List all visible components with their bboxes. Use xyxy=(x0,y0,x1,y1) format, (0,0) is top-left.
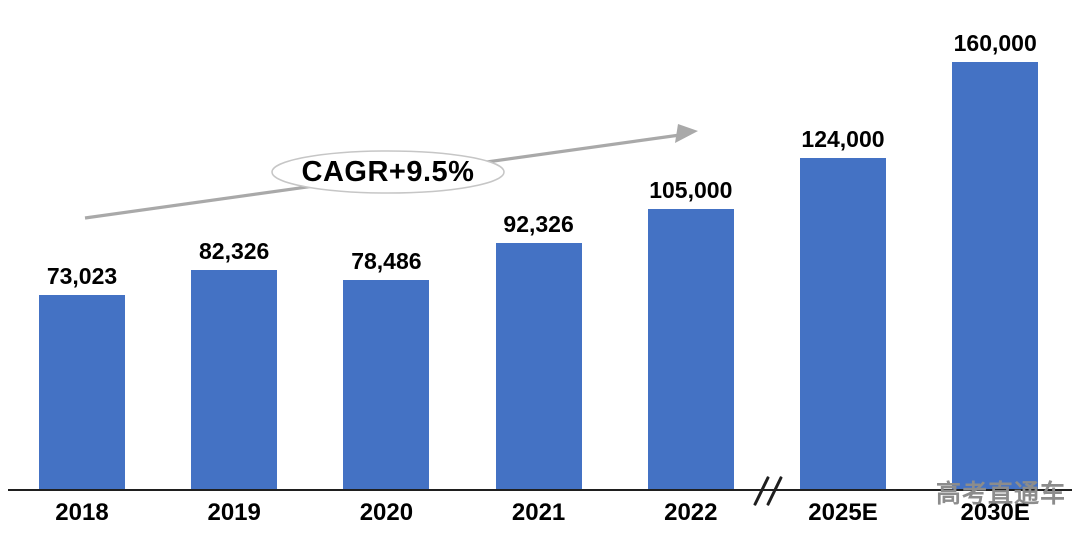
bar-2030E xyxy=(952,62,1039,490)
bar-value-label: 124,000 xyxy=(801,126,885,152)
bar-2025E xyxy=(800,158,886,490)
bar-2018 xyxy=(39,295,125,490)
bar-2019 xyxy=(191,270,278,490)
x-tick-label: 2021 xyxy=(511,499,566,526)
x-tick-label: 2022 xyxy=(664,499,718,526)
x-tick-label: 2030E xyxy=(960,499,1030,526)
bar-value-label: 73,023 xyxy=(46,263,118,289)
bar-2022 xyxy=(647,209,734,490)
bar-value-label: 82,326 xyxy=(199,238,270,264)
bar-value-label: 92,326 xyxy=(503,211,574,237)
bar-value-label: 160,000 xyxy=(953,30,1037,56)
x-axis-line xyxy=(8,489,1072,491)
axis-break-mark xyxy=(752,475,786,508)
trend-arrow-head xyxy=(675,124,698,143)
x-tick-label: 2025E xyxy=(808,499,878,526)
bar-2021 xyxy=(495,243,582,490)
x-tick-label: 2019 xyxy=(207,499,261,526)
x-tick-label: 2020 xyxy=(359,499,414,526)
bar-value-label: 105,000 xyxy=(649,177,733,203)
bar-2020 xyxy=(343,280,430,490)
x-tick-label: 2018 xyxy=(55,499,109,526)
axis-break-slash xyxy=(766,475,783,507)
cagr-annotation-label: CAGR+9.5% xyxy=(301,156,475,188)
bar-value-label: 78,486 xyxy=(351,248,422,274)
watermark-text: 高考直通车 xyxy=(936,480,1067,508)
